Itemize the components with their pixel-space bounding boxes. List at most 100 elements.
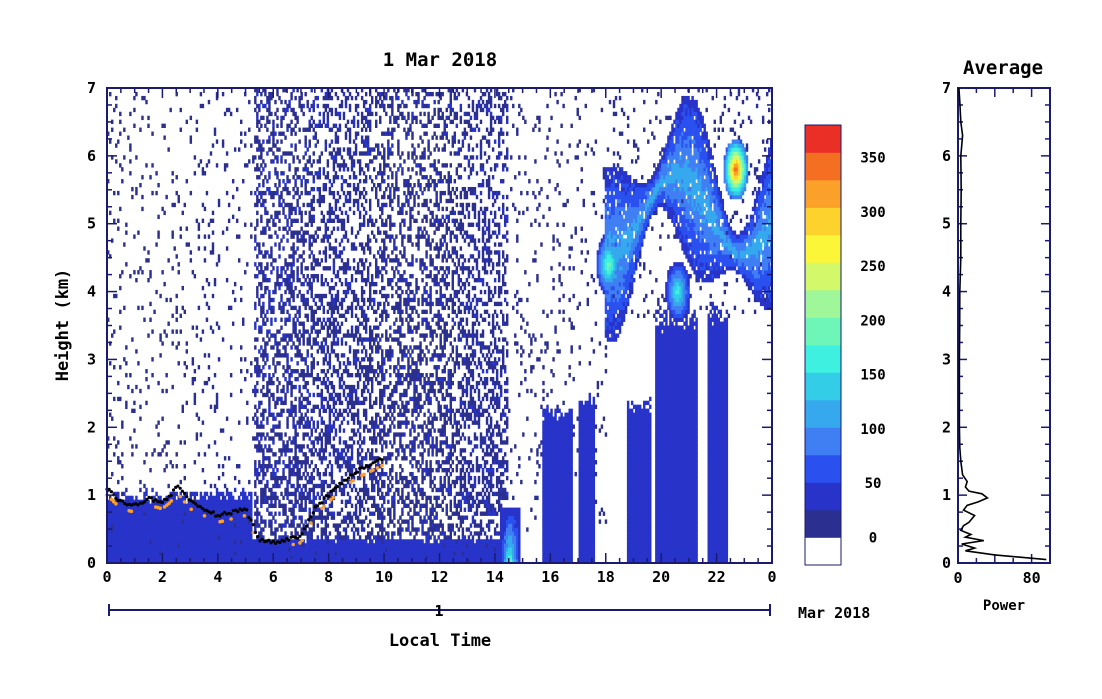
heatmap-cell	[131, 337, 134, 342]
heatmap-cell	[699, 285, 702, 291]
heatmap-cell	[342, 353, 346, 358]
heatmap-cell	[419, 503, 422, 508]
heatmap-cell	[409, 365, 412, 370]
heatmap-cell	[113, 329, 116, 334]
heatmap-cell	[370, 503, 380, 508]
heatmap-cell	[612, 333, 620, 338]
heatmap-cell	[391, 499, 394, 505]
heatmap-cell	[522, 317, 525, 322]
heatmap-cell	[389, 440, 392, 445]
heatmap-cell	[107, 436, 110, 441]
heatmap-cell	[600, 242, 604, 247]
heatmap-cell	[368, 361, 372, 366]
heatmap-cell	[354, 468, 358, 473]
heatmap-cell	[258, 270, 261, 275]
heatmap-cell	[415, 531, 418, 536]
heatmap-cell	[368, 396, 372, 402]
heatmap-cell	[645, 214, 648, 220]
heatmap-cell	[377, 487, 382, 493]
heatmap-cell	[324, 246, 328, 251]
heatmap-cell	[113, 218, 116, 223]
heatmap-cell	[765, 242, 769, 247]
heatmap-cell	[683, 289, 688, 295]
heatmap-cell	[296, 258, 299, 263]
heatmap-cell	[379, 527, 386, 532]
heatmap-cell	[568, 266, 571, 271]
heatmap-cell	[598, 254, 602, 259]
heatmap-cell	[516, 238, 519, 243]
heatmap-cell	[709, 246, 721, 251]
heatmap-cell	[332, 369, 340, 374]
heatmap-cell	[701, 250, 704, 255]
heatmap-cell	[429, 254, 432, 259]
heatmap-cell	[403, 376, 408, 382]
heatmap-cell	[139, 487, 142, 493]
heatmap-cell	[407, 238, 412, 243]
heatmap-cell	[298, 210, 303, 216]
heatmap-cell	[455, 266, 459, 271]
heatmap-cell	[465, 416, 473, 421]
heatmap-cell	[306, 349, 309, 354]
heatmap-cell	[451, 317, 455, 322]
heatmap-cell	[481, 317, 487, 322]
heatmap-cell	[381, 515, 386, 520]
heatmap-cell	[455, 357, 459, 362]
heatmap-cell	[381, 369, 384, 374]
heatmap-cell	[240, 345, 243, 350]
heatmap-cell	[705, 274, 712, 279]
heatmap-cell	[604, 317, 608, 322]
heatmap-cell	[223, 456, 227, 461]
heatmap-cell	[391, 293, 394, 299]
heatmap-cell	[477, 396, 481, 402]
heatmap-cell	[389, 202, 392, 208]
heatmap-cell	[614, 206, 626, 212]
heatmap-cell	[397, 361, 400, 366]
heatmap-cell	[445, 301, 448, 307]
heatmap-cell	[397, 527, 402, 532]
heatmap-cell	[354, 507, 358, 512]
heatmap-cell	[518, 527, 521, 532]
heatmap-cell	[655, 555, 698, 560]
heatmap-cell	[302, 258, 305, 263]
heatmap-cell	[683, 285, 686, 291]
heatmap-cell	[272, 416, 275, 421]
heatmap-cell	[614, 242, 618, 247]
heatmap-cell	[485, 495, 491, 501]
heatmap-cell	[495, 511, 499, 516]
heatmap-cell	[441, 424, 446, 429]
heatmap-cell	[387, 523, 390, 528]
heatmap-cell	[260, 535, 263, 540]
heatmap-cell	[413, 325, 420, 330]
heatmap-cell	[491, 266, 495, 271]
heatmap-cell	[691, 254, 694, 259]
heatmap-cell	[310, 448, 313, 453]
heatmap-cell	[209, 218, 215, 223]
heatmap-cell	[596, 262, 600, 267]
heatmap-cell	[346, 491, 350, 497]
heatmap-cell	[717, 214, 723, 220]
heatmap-cell	[687, 222, 696, 227]
heatmap-cell	[707, 365, 729, 370]
heatmap-cell	[425, 281, 428, 287]
heatmap-cell	[421, 487, 424, 493]
heatmap-cell	[258, 246, 261, 251]
heatmap-cell	[399, 464, 402, 469]
heatmap-cell	[342, 448, 346, 453]
heatmap-cell	[107, 250, 110, 255]
heatmap-cell	[459, 487, 463, 493]
heatmap-cell	[649, 214, 652, 220]
heatmap-cell	[334, 432, 338, 437]
heatmap-cell	[288, 206, 295, 212]
heatmap-cell	[540, 349, 543, 354]
heatmap-cell	[338, 301, 344, 307]
heatmap-cell	[707, 325, 729, 330]
heatmap-cell	[272, 305, 275, 311]
heatmap-cell	[264, 321, 267, 326]
heatmap-cell	[397, 270, 400, 275]
heatmap-cell	[191, 491, 199, 497]
heatmap-cell	[193, 392, 197, 398]
heatmap-cell	[550, 388, 553, 394]
heatmap-cell	[626, 491, 652, 497]
heatmap-cell	[467, 440, 471, 445]
heatmap-cell	[508, 523, 513, 528]
